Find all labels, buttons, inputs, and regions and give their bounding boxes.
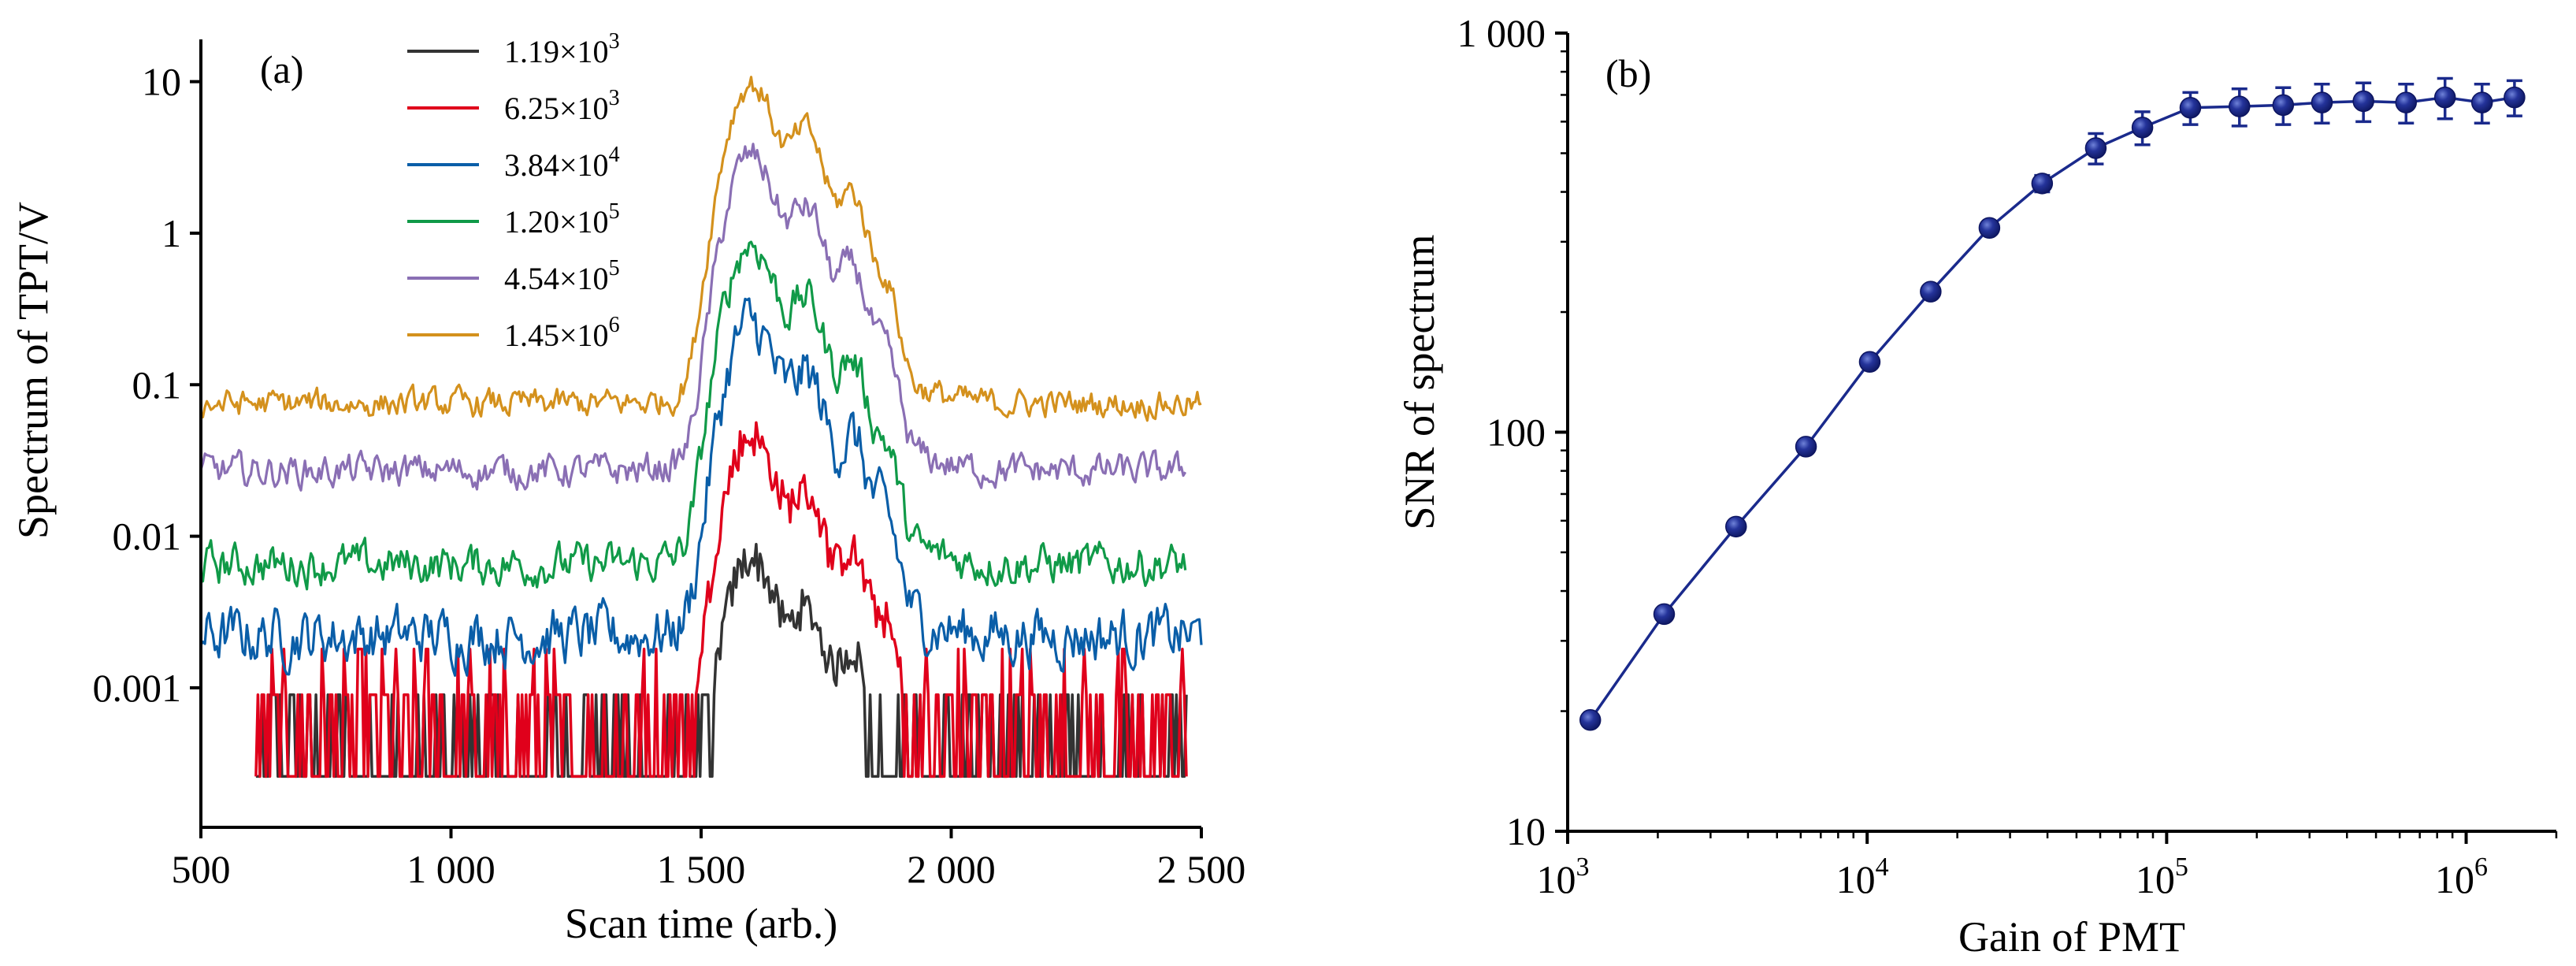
data-point xyxy=(1920,281,1942,303)
data-point xyxy=(1579,709,1602,731)
series-line-6 xyxy=(199,76,1202,422)
x-tick-label: 106 xyxy=(2435,853,2488,901)
panel-b-x-axis-title: Gain of PMT xyxy=(1958,913,2185,960)
data-point xyxy=(1725,515,1747,538)
legend-label-1: 1.19×103 xyxy=(504,29,620,69)
x-tick-label: 500 xyxy=(172,847,231,891)
series-line-3 xyxy=(199,297,1203,678)
panel-b-x-ticks: 103 104 105 106 xyxy=(1537,831,2558,901)
y-tick-label: 0.1 xyxy=(132,362,182,407)
panel-a-y-ticks: 0.001 0.01 0.1 1 10 xyxy=(93,60,201,710)
panel-b-label: (b) xyxy=(1605,51,1651,95)
y-tick-label: 0.01 xyxy=(113,515,182,559)
series-line-2 xyxy=(254,421,1188,778)
data-point xyxy=(2395,91,2418,113)
data-point xyxy=(2470,91,2493,113)
y-tick-label: 1 000 xyxy=(1457,11,1546,55)
panel-a-x-ticks: 500 1 000 1 500 2 000 2 500 xyxy=(172,827,1246,891)
data-point xyxy=(2504,86,2526,109)
y-tick-label: 10 xyxy=(1506,809,1546,853)
panel-b-y-ticks: 10 100 1 000 xyxy=(1457,11,1568,853)
legend-label-5: 4.54×105 xyxy=(504,256,620,296)
panel-b-y-axis-title: SNR of spectrum xyxy=(1396,235,1443,530)
data-point xyxy=(2311,91,2333,113)
x-tick-label: 1 000 xyxy=(406,847,496,891)
y-tick-label: 1 xyxy=(161,211,181,255)
snr-line xyxy=(1589,95,2515,721)
data-point xyxy=(2229,95,2251,117)
legend-label-2: 6.25×103 xyxy=(504,86,620,126)
x-tick-label: 105 xyxy=(2136,853,2188,901)
data-point xyxy=(2031,173,2054,195)
legend-label-4: 1.20×105 xyxy=(504,199,620,240)
y-tick-label: 0.001 xyxy=(93,666,182,710)
panel-a-legend: 1.19×103 6.25×103 3.84×104 1.20×105 4.54×105… xyxy=(407,29,620,353)
data-point xyxy=(1795,436,1817,458)
data-point xyxy=(1978,217,2001,239)
data-point xyxy=(2179,97,2202,119)
x-tick-label: 1 500 xyxy=(657,847,746,891)
panel-a: (a) 500 1 000 1 500 2 000 2 500 0.001 0.01 0.1… xyxy=(9,29,1245,947)
data-point xyxy=(2084,137,2107,159)
panel-a-y-axis-title: Spectrum of TPT/V xyxy=(9,202,57,539)
data-point xyxy=(1858,351,1881,373)
data-point xyxy=(2352,90,2374,113)
data-point xyxy=(2131,117,2154,139)
legend-label-3: 3.84×104 xyxy=(504,143,620,183)
x-tick-label: 2 000 xyxy=(907,847,996,891)
y-tick-label: 100 xyxy=(1487,411,1546,455)
panel-b-plot-group xyxy=(1579,76,2526,731)
series-line-5 xyxy=(199,143,1187,492)
panel-a-series-group xyxy=(199,76,1203,778)
x-tick-label: 103 xyxy=(1537,853,1590,901)
panel-a-x-axis-title: Scan time (arb.) xyxy=(565,900,837,947)
y-tick-label: 10 xyxy=(142,60,181,104)
x-tick-label: 2 500 xyxy=(1157,847,1246,891)
data-point xyxy=(1653,603,1676,626)
series-line-4 xyxy=(199,240,1187,591)
panel-a-label: (a) xyxy=(260,47,304,91)
legend-label-6: 1.45×106 xyxy=(504,313,620,353)
data-point xyxy=(2433,86,2456,109)
data-point xyxy=(2272,94,2295,117)
x-tick-label: 104 xyxy=(1836,853,1889,901)
